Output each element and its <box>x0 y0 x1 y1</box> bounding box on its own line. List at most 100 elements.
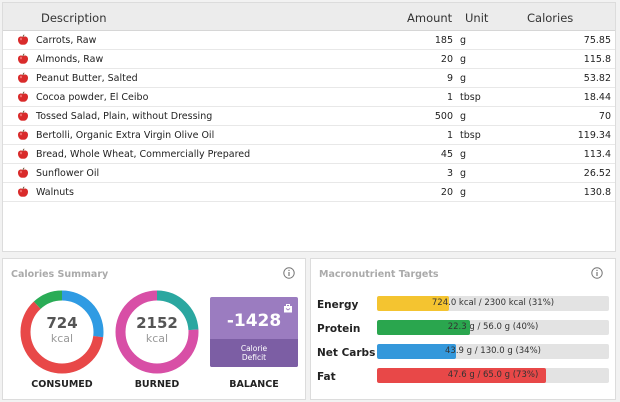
header-unit[interactable]: Unit <box>465 11 489 25</box>
macro-name: Net Carbs <box>317 347 376 359</box>
row-amount: 20 <box>440 54 453 65</box>
table-row[interactable]: Peanut Butter, Salted 9 g 53.82 <box>3 69 615 88</box>
burned-ring: 2152 kcal <box>114 289 200 375</box>
row-calories: 75.85 <box>583 35 611 46</box>
row-calories: 26.52 <box>583 168 611 179</box>
row-amount: 45 <box>440 149 453 160</box>
header-calories[interactable]: Calories <box>527 11 574 25</box>
macro-progress-text: 22.3 g / 56.0 g (40%) <box>447 322 539 332</box>
macro-row: Net Carbs 43.9 g / 130.0 g (34%) <box>311 344 617 362</box>
row-description: Sunflower Oil <box>36 168 100 179</box>
info-icon[interactable] <box>591 267 603 279</box>
apple-icon <box>18 148 28 159</box>
row-unit: g <box>460 111 467 122</box>
ring-segment <box>20 290 104 374</box>
row-calories: 130.8 <box>583 187 611 198</box>
table-body: Carrots, Raw 185 g 75.85 Almonds, Raw 20 g 115.… <box>3 31 615 202</box>
row-unit: g <box>460 168 467 179</box>
row-amount: 20 <box>440 187 453 198</box>
macro-progress-bar[interactable]: 22.3 g / 56.0 g (40%) <box>377 320 609 335</box>
row-description: Peanut Butter, Salted <box>36 73 138 84</box>
macro-progress-fill <box>377 296 449 311</box>
row-description: Carrots, Raw <box>36 35 97 46</box>
macro-progress-bar[interactable]: 43.9 g / 130.0 g (34%) <box>377 344 609 359</box>
table-row[interactable]: Carrots, Raw 185 g 75.85 <box>3 31 615 50</box>
table-row[interactable]: Tossed Salad, Plain, without Dressing 500… <box>3 107 615 126</box>
table-row[interactable]: Bertolli, Organic Extra Virgin Olive Oil… <box>3 126 615 145</box>
macro-targets-title: Macronutrient Targets <box>319 269 439 280</box>
table-row[interactable]: Almonds, Raw 20 g 115.8 <box>3 50 615 69</box>
row-calories: 70 <box>598 111 611 122</box>
row-amount: 185 <box>434 35 453 46</box>
calories-summary-title: Calories Summary <box>11 269 109 280</box>
consumed-donut <box>20 290 104 374</box>
header-description[interactable]: Description <box>41 11 107 25</box>
macro-progress-fill <box>377 320 470 335</box>
header-amount[interactable]: Amount <box>407 11 453 25</box>
macro-progress-text: 47.6 g / 65.0 g (73%) <box>447 370 539 380</box>
row-unit: tbsp <box>460 130 481 141</box>
macro-progress-bar[interactable]: 47.6 g / 65.0 g (73%) <box>377 368 609 383</box>
consumed-label: CONSUMED <box>31 379 93 390</box>
burned-unit: kcal <box>145 332 169 345</box>
table-row[interactable]: Bread, Whole Wheat, Commercially Prepare… <box>3 145 615 164</box>
burned-label: BURNED <box>134 379 180 390</box>
table-row[interactable]: Walnuts 20 g 130.8 <box>3 183 615 202</box>
ring-segment <box>115 290 199 374</box>
row-description: Walnuts <box>36 187 74 198</box>
consumed-unit: kcal <box>50 332 74 345</box>
apple-icon <box>18 129 28 140</box>
balance-card: -1428 Calorie Deficit <box>210 297 298 367</box>
macro-row: Energy 724.0 kcal / 2300 kcal (31%) <box>311 296 617 314</box>
row-description: Bread, Whole Wheat, Commercially Prepare… <box>36 149 251 160</box>
apple-icon <box>18 167 28 178</box>
table-row[interactable]: Sunflower Oil 3 g 26.52 <box>3 164 615 183</box>
apple-icon <box>18 110 28 121</box>
row-amount: 1 <box>446 92 453 103</box>
row-description: Bertolli, Organic Extra Virgin Olive Oil <box>36 130 215 141</box>
row-calories: 115.8 <box>583 54 611 65</box>
balance-value: -1428 <box>226 311 282 331</box>
macro-progress-fill <box>377 344 456 359</box>
balance-sub-line-2: Deficit <box>241 353 267 362</box>
row-amount: 1 <box>446 130 453 141</box>
food-diary-table: Description Amount Unit Calories Carrots… <box>2 2 616 252</box>
row-description: Cocoa powder, El Ceibo <box>36 92 149 103</box>
row-unit: g <box>460 35 467 46</box>
burned-donut <box>115 290 199 374</box>
row-amount: 3 <box>446 168 453 179</box>
row-unit: tbsp <box>460 92 481 103</box>
row-amount: 9 <box>446 73 453 84</box>
row-description: Tossed Salad, Plain, without Dressing <box>36 111 213 122</box>
macro-row: Fat 47.6 g / 65.0 g (73%) <box>311 368 617 386</box>
row-unit: g <box>460 54 467 65</box>
macro-name: Protein <box>317 323 361 335</box>
row-amount: 500 <box>434 111 453 122</box>
info-icon[interactable] <box>283 267 295 279</box>
burned-value: 2152 <box>136 314 178 332</box>
row-calories: 119.34 <box>577 130 611 141</box>
row-calories: 18.44 <box>583 92 611 103</box>
row-unit: g <box>460 73 467 84</box>
macro-progress-bar[interactable]: 724.0 kcal / 2300 kcal (31%) <box>377 296 609 311</box>
macro-name: Energy <box>317 299 359 311</box>
macro-row: Protein 22.3 g / 56.0 g (40%) <box>311 320 617 338</box>
balance-label: BALANCE <box>229 379 279 390</box>
row-calories: 113.4 <box>583 149 611 160</box>
macro-name: Fat <box>317 371 336 383</box>
table-header: Description Amount Unit Calories <box>3 3 615 31</box>
consumed-value: 724 <box>46 314 78 332</box>
table-row[interactable]: Cocoa powder, El Ceibo 1 tbsp 18.44 <box>3 88 615 107</box>
macro-progress-text: 724.0 kcal / 2300 kcal (31%) <box>431 298 555 308</box>
ring-segment <box>20 290 104 374</box>
row-unit: g <box>460 149 467 160</box>
balance-footer: Calorie Deficit <box>210 339 298 367</box>
apple-icon <box>18 34 28 45</box>
macro-progress-text: 43.9 g / 130.0 g (34%) <box>445 346 541 356</box>
macro-progress-fill <box>377 368 547 383</box>
apple-icon <box>18 186 28 197</box>
calories-summary-panel: Calories Summary 724 kcal CONSUMED 2152 … <box>2 258 306 400</box>
balance-sub-line-1: Calorie <box>240 344 268 353</box>
macro-targets-panel: Macronutrient Targets Energy 724.0 kcal /… <box>310 258 616 400</box>
scale-icon <box>284 304 292 313</box>
